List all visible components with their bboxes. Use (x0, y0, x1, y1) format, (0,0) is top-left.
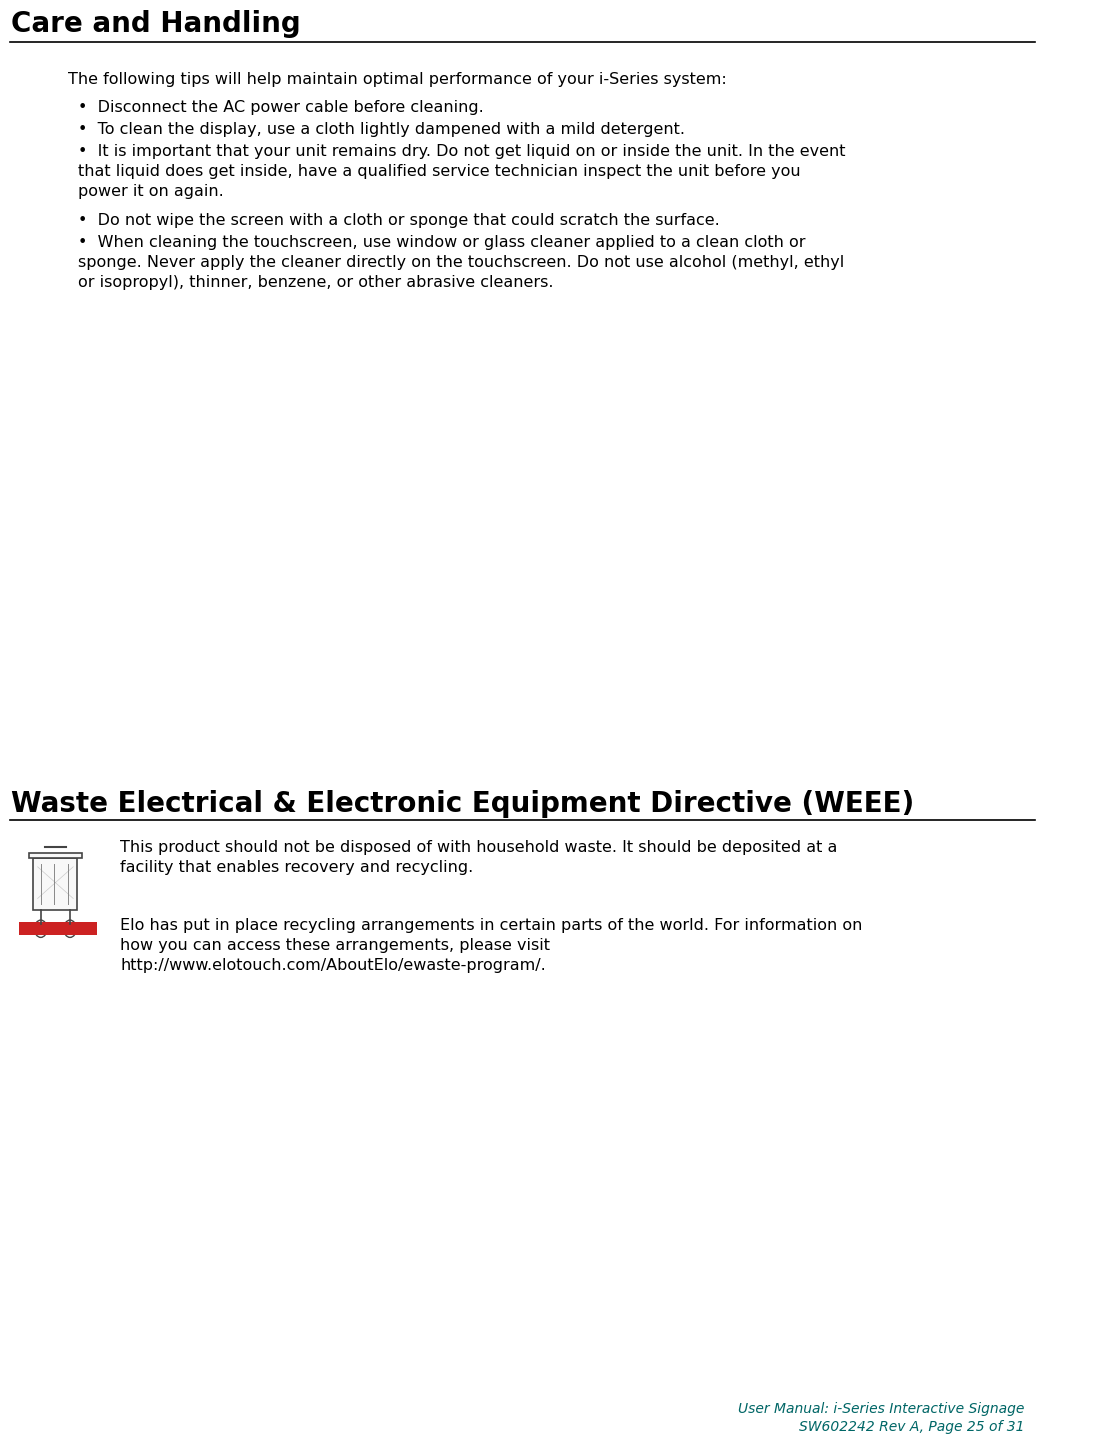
Text: SW602242 Rev A, Page 25 of 31: SW602242 Rev A, Page 25 of 31 (799, 1420, 1025, 1434)
Bar (19, 922, 97, 935)
Text: •  It is important that your unit remains dry. Do not get liquid on or inside th: • It is important that your unit remains… (78, 144, 846, 199)
Text: This product should not be disposed of with household waste. It should be deposi: This product should not be disposed of w… (120, 840, 837, 874)
Text: •  Do not wipe the screen with a cloth or sponge that could scratch the surface.: • Do not wipe the screen with a cloth or… (78, 214, 720, 228)
Text: •  When cleaning the touchscreen, use window or glass cleaner applied to a clean: • When cleaning the touchscreen, use win… (78, 235, 845, 290)
Bar (33, 859, 77, 911)
Text: •  Disconnect the AC power cable before cleaning.: • Disconnect the AC power cable before c… (78, 100, 484, 115)
Circle shape (34, 921, 47, 938)
Text: User Manual: i-Series Interactive Signage: User Manual: i-Series Interactive Signag… (738, 1403, 1025, 1416)
Text: •  To clean the display, use a cloth lightly dampened with a mild detergent.: • To clean the display, use a cloth ligh… (78, 123, 685, 137)
Circle shape (64, 921, 76, 938)
Bar (30, 853, 82, 859)
Text: Elo has put in place recycling arrangements in certain parts of the world. For i: Elo has put in place recycling arrangeme… (120, 918, 863, 973)
Text: Care and Handling: Care and Handling (11, 10, 301, 38)
Text: The following tips will help maintain optimal performance of your i-Series syste: The following tips will help maintain op… (68, 72, 727, 87)
Text: Waste Electrical & Electronic Equipment Directive (WEEE): Waste Electrical & Electronic Equipment … (11, 789, 914, 818)
